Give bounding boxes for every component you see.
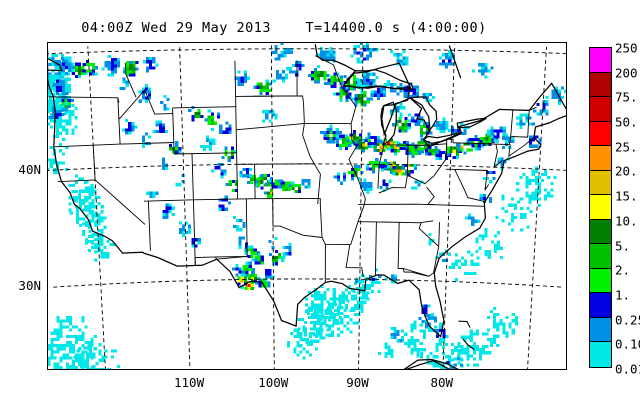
colorbar-band [590, 244, 611, 269]
x-axis-tick-label: 80W [430, 375, 454, 390]
colorbar-band [590, 342, 611, 367]
colorbar-tick-label: 20. [615, 163, 638, 179]
graticule [48, 43, 566, 369]
x-axis-tick-label: 100W [258, 375, 289, 390]
colorbar-tick-label: 200. [615, 65, 640, 81]
x-axis-tick-label: 90W [346, 375, 369, 390]
colorbar-band [590, 170, 611, 196]
map-panel [47, 42, 567, 370]
colorbar-tick-label: 75. [615, 89, 638, 105]
colorbar-tick-label: 25. [615, 139, 638, 155]
x-axis-tick-label: 110W [174, 375, 205, 390]
figure-title: 04:00Z Wed 29 May 2013 T=14400.0 s (4:00… [81, 20, 487, 36]
colorbar-tick-label: 0.25 [615, 312, 640, 328]
colorbar-band [590, 121, 611, 147]
precipitation-field [48, 43, 566, 369]
y-axis-tick-label: 40N [18, 161, 41, 177]
colorbar-tick-label: 10. [615, 213, 638, 229]
colorbar-band [590, 146, 611, 171]
colorbar-band [590, 219, 611, 245]
colorbar-tick-label: 250. [615, 40, 640, 56]
colorbar-band [590, 72, 611, 98]
colorbar [589, 47, 612, 368]
colorbar-tick-label: 15. [615, 188, 638, 204]
colorbar-tick-label: 5. [615, 238, 631, 254]
colorbar-tick-label: 2. [615, 262, 631, 278]
colorbar-tick-label: 1. [615, 287, 631, 303]
colorbar-band [590, 268, 611, 294]
colorbar-band [590, 195, 611, 220]
colorbar-band [590, 48, 611, 73]
geography-outlines [48, 44, 566, 369]
colorbar-band [590, 293, 611, 318]
colorbar-tick-label: 0.01 [615, 361, 640, 377]
map-plot-area [48, 43, 566, 369]
colorbar-tick-label: 0.10 [615, 336, 640, 352]
y-axis-tick-label: 30N [18, 278, 41, 294]
colorbar-band [590, 317, 611, 343]
colorbar-band [590, 97, 611, 122]
colorbar-tick-label: 50. [615, 114, 638, 130]
